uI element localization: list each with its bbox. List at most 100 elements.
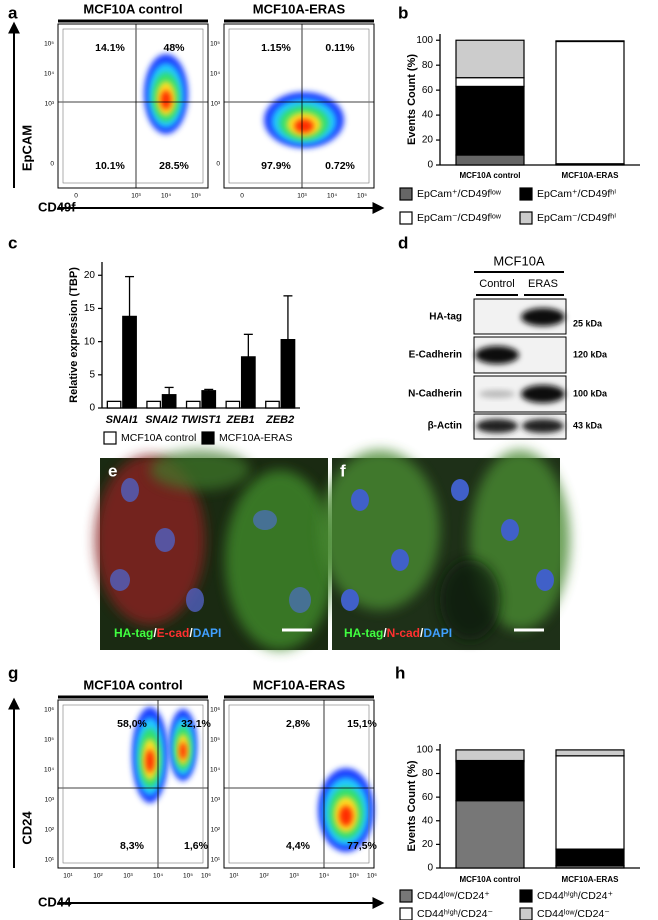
y-tick-label: 10⁶ — [210, 707, 220, 714]
y-tick-label: 40 — [422, 815, 434, 826]
quadrant-percent: 48% — [163, 42, 185, 54]
x-axis-label: CD49f — [38, 199, 76, 214]
quadrant-percent: 77,5% — [347, 840, 377, 852]
legend-label: CD44ˡᵒʷ/CD24⁻ — [537, 908, 610, 920]
density — [160, 90, 172, 110]
panel-label: h — [395, 663, 405, 682]
size-label: 120 kDa — [573, 349, 608, 359]
x-tick-label: 10¹ — [63, 873, 73, 880]
bar-segment — [455, 85, 525, 156]
y-tick-label: 20 — [422, 135, 434, 146]
protein-label: E-Cadherin — [409, 350, 462, 361]
y-tick-label: 10⁵ — [210, 41, 220, 48]
y-tick-label: 10³ — [45, 797, 55, 804]
x-axis-label: CD44 — [38, 894, 72, 909]
y-axis-label: CD24 — [19, 811, 34, 845]
nucleus — [289, 587, 311, 613]
y-tick-label: 10³ — [211, 797, 221, 804]
x-tick-label: MCF10A-ERAS — [562, 171, 620, 180]
nucleus — [351, 489, 369, 511]
y-tick-label: 20 — [84, 270, 96, 281]
band — [479, 390, 515, 398]
x-tick-label: 10⁶ — [201, 873, 211, 880]
nucleus — [391, 549, 409, 571]
y-tick-label: 10⁴ — [210, 767, 220, 774]
x-tick-label: 10³ — [289, 873, 299, 880]
plot-title: MCF10A-ERAS — [253, 1, 346, 16]
bar-segment — [555, 40, 625, 165]
bar — [106, 400, 122, 409]
x-tick-label: 10⁵ — [357, 193, 367, 200]
y-tick-label: 10⁴ — [44, 71, 54, 78]
caption: HA-tag/N-cad/DAPI — [344, 626, 452, 640]
x-tick-label: ZEB2 — [265, 414, 294, 426]
y-tick-label: 0 — [89, 403, 95, 414]
legend-swatch — [103, 431, 117, 445]
bar — [122, 315, 137, 409]
band — [476, 419, 518, 433]
panel-label: g — [8, 663, 18, 682]
y-tick-label: 10³ — [45, 101, 55, 108]
legend-label: EpCam⁻/CD49fˡᵒʷ — [417, 212, 502, 224]
stain — [225, 470, 335, 650]
legend-label: MCF10A control — [121, 432, 196, 444]
x-tick-label: 10⁴ — [327, 193, 337, 200]
band — [521, 385, 565, 403]
y-tick-label: 10³ — [211, 101, 221, 108]
legend-swatch — [201, 431, 215, 445]
y-tick-label: 20 — [422, 839, 434, 850]
quadrant-percent: 1,6% — [184, 840, 209, 852]
y-tick-label: 10⁵ — [44, 41, 54, 48]
legend-swatch — [519, 187, 533, 201]
legend-label: CD44ʰⁱᵍʰ/CD24⁻ — [417, 908, 493, 920]
legend-swatch — [399, 187, 413, 201]
size-label: 25 kDa — [573, 318, 603, 328]
panel-label: b — [398, 3, 408, 22]
micrograph-f: f HA-tag/N-cad/DAPI — [320, 450, 570, 650]
x-tick-label: SNAI2 — [145, 414, 177, 426]
bar — [240, 356, 256, 409]
plot-title: MCF10A control — [83, 1, 182, 16]
quadrant-percent: 15,1% — [347, 718, 377, 730]
y-tick-label: 10² — [45, 827, 55, 834]
quadrant-percent: 4,4% — [286, 840, 311, 852]
bar — [185, 400, 201, 409]
nucleus — [451, 479, 469, 501]
bar — [265, 400, 280, 409]
y-tick-label: 100 — [416, 35, 433, 46]
x-tick-label: 10⁶ — [367, 873, 377, 880]
protein-label: HA-tag — [429, 312, 462, 323]
bar — [225, 400, 241, 409]
panel-label: c — [8, 233, 17, 252]
y-tick-label: 10⁶ — [44, 707, 54, 714]
density — [294, 119, 314, 133]
x-tick-label: 10⁵ — [183, 873, 193, 880]
legend-swatch — [519, 211, 533, 225]
size-label: 100 kDa — [573, 388, 608, 398]
quadrant-percent: 28.5% — [159, 160, 189, 172]
y-axis-label: Relative expression (TBP) — [68, 267, 80, 403]
x-tick-label: MCF10A control — [459, 171, 520, 180]
bar-segment — [555, 755, 625, 850]
stain — [320, 450, 440, 610]
x-tick-label: 10⁵ — [349, 873, 359, 880]
y-tick-label: 10⁵ — [44, 737, 54, 744]
y-axis-label: Events Count (%) — [406, 54, 418, 145]
quadrant-percent: 32,1% — [181, 718, 211, 730]
panel-label: a — [8, 3, 18, 22]
x-tick-label: 10² — [259, 873, 269, 880]
y-tick-label: 40 — [422, 110, 434, 121]
bar-segment — [455, 800, 525, 869]
y-tick-label: 10⁵ — [210, 737, 220, 744]
plot-title: MCF10A control — [83, 677, 182, 692]
y-tick-label: 10⁴ — [210, 71, 220, 78]
nucleus — [155, 528, 175, 552]
protein-label: N-Cadherin — [408, 389, 462, 400]
bar-segment — [455, 154, 525, 166]
panel-label: f — [340, 461, 346, 480]
legend-swatch — [399, 907, 413, 920]
quadrant-percent: 1.15% — [261, 42, 291, 54]
bar-segment — [455, 39, 525, 79]
legend-swatch — [519, 907, 533, 920]
